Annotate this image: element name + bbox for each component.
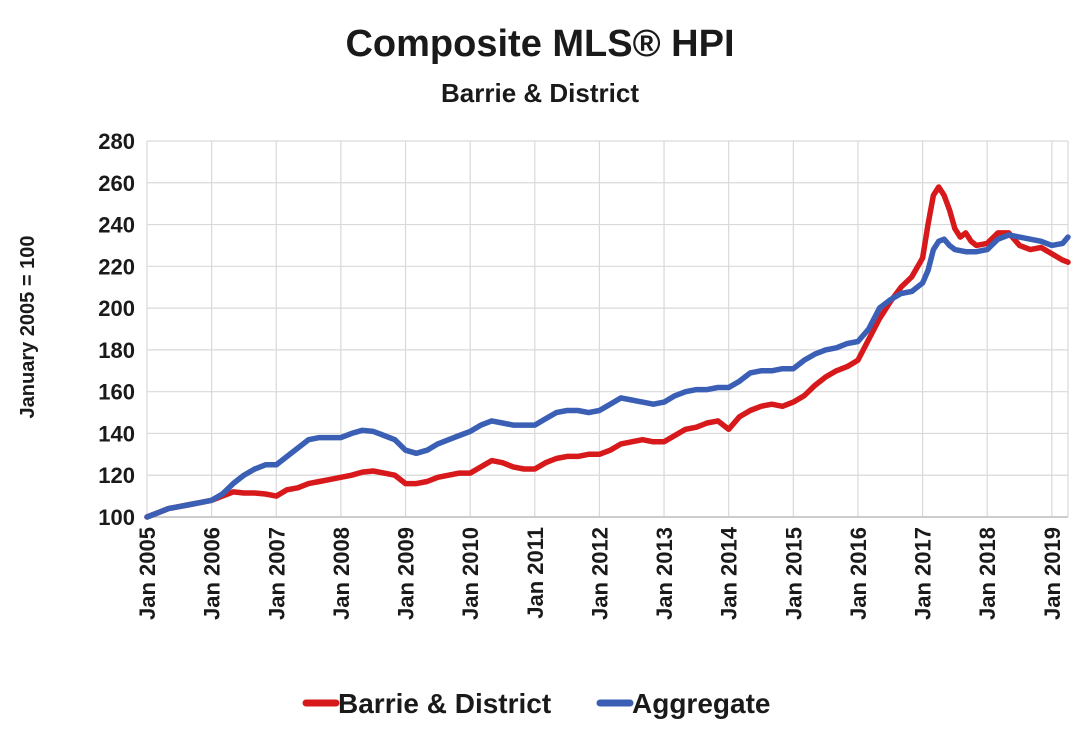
legend: Barrie & District Aggregate — [302, 688, 770, 719]
x-tick-label: Jan 2019 — [1040, 527, 1065, 620]
y-tick-label: 200 — [98, 296, 135, 321]
x-tick-label: Jan 2010 — [458, 527, 483, 620]
y-tick-label: 120 — [98, 463, 135, 488]
legend-label-barrie: Barrie & District — [338, 688, 551, 719]
y-tick-label: 220 — [98, 254, 135, 279]
series-line-aggregate — [144, 232, 1071, 520]
y-tick-label: 260 — [98, 171, 135, 196]
x-tick-label: Jan 2005 — [135, 527, 160, 620]
chart-title: Composite MLS® HPI — [345, 23, 734, 65]
x-tick-label: Jan 2016 — [846, 527, 871, 620]
x-axis-ticks: Jan 2005 Jan 2006 Jan 2007 Jan 2008 Jan 2009… — [135, 526, 1065, 620]
x-tick-label: Jan 2008 — [329, 527, 354, 620]
y-tick-label: 280 — [98, 129, 135, 154]
x-tick-label: Jan 2011 — [523, 527, 548, 619]
x-tick-label: Jan 2006 — [200, 527, 225, 620]
x-tick-label: Jan 2014 — [717, 526, 742, 620]
x-tick-label: Jan 2007 — [264, 527, 289, 620]
x-tick-label: Jan 2017 — [911, 527, 936, 620]
x-tick-label: Jan 2009 — [394, 527, 419, 620]
y-tick-label: 240 — [98, 213, 135, 238]
gridlines — [146, 140, 1069, 518]
x-tick-label: Jan 2013 — [652, 527, 677, 620]
x-tick-label: Jan 2015 — [781, 527, 806, 620]
series-lines — [144, 184, 1071, 520]
legend-label-aggregate: Aggregate — [632, 688, 770, 719]
x-tick-label: Jan 2012 — [587, 527, 612, 620]
y-tick-label: 160 — [98, 380, 135, 405]
y-tick-label: 180 — [98, 338, 135, 363]
chart-subtitle: Barrie & District — [441, 78, 639, 108]
y-axis-ticks: 100 120 140 160 180 200 220 240 260 280 — [98, 129, 135, 530]
x-tick-label: Jan 2018 — [975, 527, 1000, 620]
y-tick-label: 100 — [98, 505, 135, 530]
series-line-barrie — [144, 184, 1071, 520]
y-axis-label: January 2005 = 100 — [17, 236, 39, 419]
y-tick-label: 140 — [98, 421, 135, 446]
